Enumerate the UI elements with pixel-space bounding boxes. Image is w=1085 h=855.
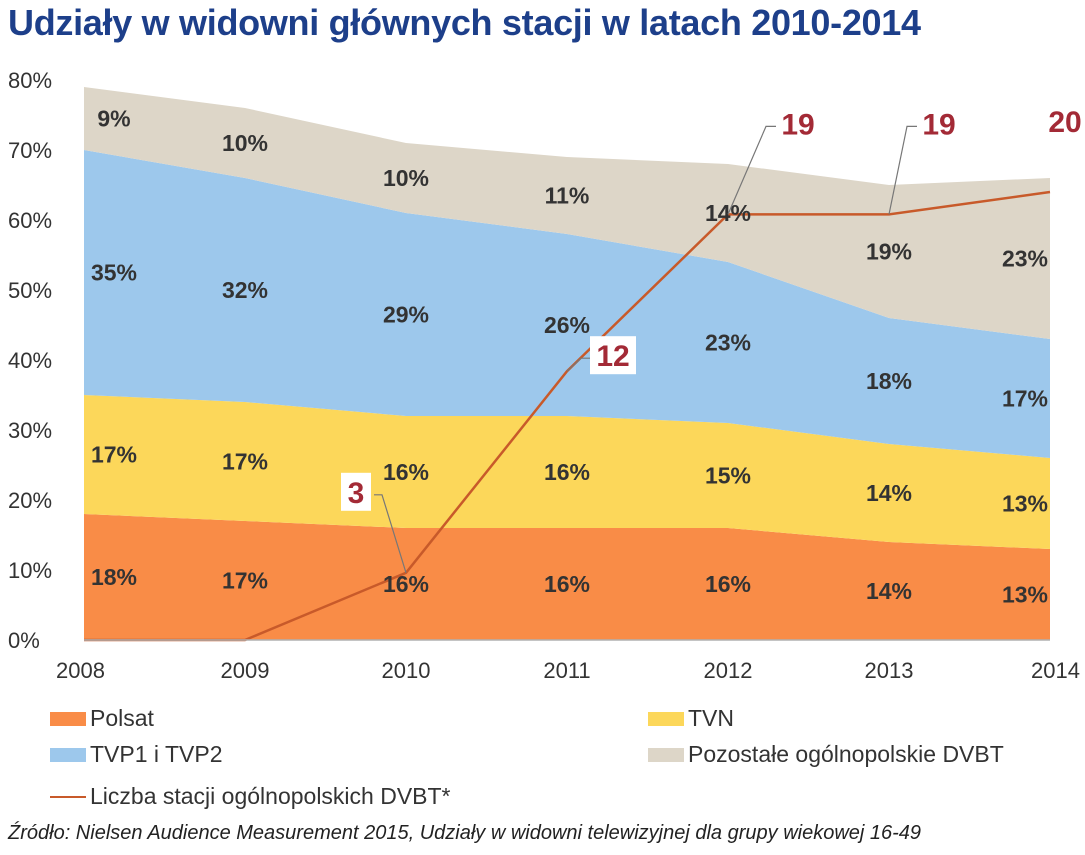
value-label-other-2009: 10% [222,130,268,156]
value-label-other-2014: 23% [1002,246,1048,272]
callout-label-2013: 19 [922,108,955,141]
source-note: Źródło: Nielsen Audience Measurement 201… [8,822,922,844]
y-tick-60pct: 60% [8,208,52,233]
value-label-tvp-2014: 17% [1002,386,1048,412]
callout-box-2010 [341,472,371,511]
y-tick-80pct: 80% [8,68,52,93]
x-tick-2009: 2009 [221,658,270,683]
value-label-polsat-2014: 13% [1002,582,1048,608]
value-label-polsat-2011: 16% [544,571,590,597]
value-label-tvn-2008: 17% [91,442,137,468]
callout-label-2010: 3 [348,477,365,510]
y-tick-20pct: 20% [8,488,52,513]
value-labels: 18% 17% 16% 16% 16% 14% 13% 17% 17% 16% 16% 15% 14% 1… [91,106,1048,608]
x-tick-2012: 2012 [704,658,753,683]
value-label-tvn-2010: 16% [383,459,429,485]
callout-leader-2010 [374,494,407,573]
x-tick-2010: 2010 [382,658,431,683]
callout-box-2011 [590,336,636,375]
axes: 0% 10% 20% 30% 40% 50% 60% 70% 80% 2008 2009 2010 20… [8,68,1080,683]
value-label-tvn-2011: 16% [544,459,590,485]
callout-leader-2012 [727,125,776,215]
x-tick-2011: 2011 [543,658,590,683]
value-label-other-2010: 10% [383,165,429,191]
value-label-polsat-2010: 16% [383,571,429,597]
area-tvp [84,150,1050,458]
callout-label-2014: 20 [1048,106,1081,139]
callout-leader-2011 [566,357,591,372]
y-tick-10pct: 10% [8,558,52,583]
value-label-tvp-2009: 32% [222,277,268,303]
value-label-polsat-2012: 16% [705,571,751,597]
value-label-tvp-2012: 23% [705,330,751,356]
value-label-polsat-2009: 17% [222,568,268,594]
value-label-tvp-2011: 26% [544,312,590,338]
value-label-tvn-2013: 14% [866,480,912,506]
value-label-tvp-2008: 35% [91,260,137,286]
value-label-tvp-2010: 29% [383,302,429,328]
value-label-tvn-2012: 15% [705,463,751,489]
y-tick-40pct: 40% [8,348,52,373]
value-label-tvn-2014: 13% [1002,491,1048,517]
value-label-polsat-2013: 14% [866,578,912,604]
callout-leader-2013 [888,125,917,215]
area-layer [84,87,1050,640]
callout-label-2011: 12 [596,340,629,373]
value-label-other-2008: 9% [97,106,130,132]
y-tick-50pct: 50% [8,278,52,303]
x-tick-2008: 2008 [56,658,105,683]
value-label-other-2013: 19% [866,239,912,265]
area-polsat [84,514,1050,640]
value-label-other-2011: 11% [545,183,590,209]
x-tick-2013: 2013 [865,658,914,683]
y-tick-30pct: 30% [8,418,52,443]
callout-label-2012: 19 [781,108,814,141]
x-tick-2014: 2014 [1031,658,1080,683]
chart-title: Udziały w widowni głównych stacji w lata… [8,2,921,43]
value-label-tvn-2009: 17% [222,449,268,475]
y-tick-70pct: 70% [8,138,52,163]
area-other [84,87,1050,339]
y-tick-0pct: 0% [8,628,40,653]
callouts: 3 12 19 19 20 [341,106,1082,573]
value-label-tvp-2013: 18% [866,368,912,394]
value-label-polsat-2008: 18% [91,564,137,590]
